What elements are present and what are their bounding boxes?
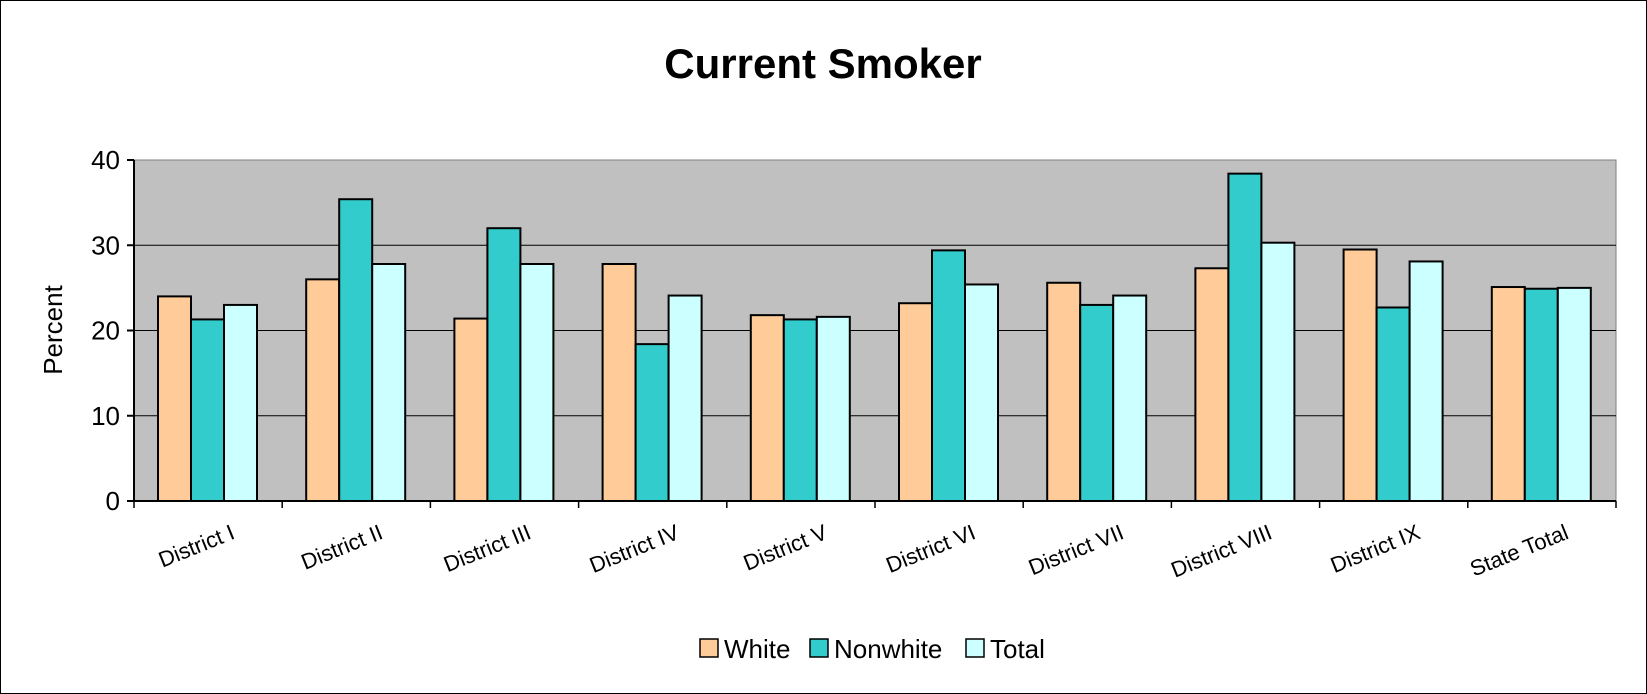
legend: White Nonwhite Total [699,634,1045,664]
y-tick-label-3: 30 [91,230,120,260]
bar-nonwhite-3 [634,343,670,503]
bar-white-9 [1490,286,1526,502]
y-tick-labels: 0 10 20 30 40 [91,145,120,516]
bar-white-8 [1342,248,1378,502]
legend-swatch-white [699,638,719,658]
x-tick-label-0: District I [155,519,238,572]
x-tick-label-8: District IX [1327,519,1424,578]
y-tick-label-0: 0 [106,486,120,516]
legend-swatch-nonwhite [809,638,829,658]
bar-nonwhite-9 [1523,287,1559,503]
bar-total-5 [964,283,999,502]
x-tick-label-5: District VI [882,519,979,577]
x-tick-label-3: District IV [586,519,683,578]
legend-label-total: Total [990,634,1045,664]
bars [157,172,1592,503]
x-tick-label-4: District V [740,519,831,575]
bar-white-5 [898,302,933,502]
bar-total-4 [815,315,851,502]
bar-white-7 [1194,267,1230,502]
y-axis-label: Percent [38,284,68,374]
bar-total-6 [1112,294,1148,502]
x-tick-label-7: District VIII [1167,519,1275,582]
bar-total-0 [223,303,258,502]
bar-nonwhite-1 [338,198,374,502]
bar-white-1 [305,278,341,502]
x-tick-label-6: District VII [1025,519,1127,580]
bar-total-8 [1408,260,1444,503]
bar-nonwhite-6 [1079,303,1115,502]
legend-label-white: White [724,634,790,664]
x-tick-label-9: State Total [1466,519,1571,581]
bar-nonwhite-0 [190,318,225,503]
y-tick-label-4: 40 [91,145,120,175]
x-tick-label-1: District II [297,519,386,574]
bar-nonwhite-5 [931,249,966,502]
bar-white-3 [601,263,637,502]
bar-white-4 [749,314,785,502]
bar-nonwhite-4 [782,318,818,503]
bar-white-6 [1046,281,1082,503]
x-tick-labels: District I District II District III Distric… [155,519,1572,582]
chart-title: Current Smoker [664,40,981,87]
bar-nonwhite-2 [486,227,522,502]
axes [127,159,1617,508]
legend-swatch-total [965,638,985,658]
bar-white-2 [453,317,489,502]
y-tick-label-1: 10 [91,401,120,431]
x-tick-label-2: District III [440,519,534,577]
legend-label-nonwhite: Nonwhite [834,634,942,664]
bar-nonwhite-7 [1227,172,1263,502]
bar-nonwhite-8 [1375,306,1411,503]
bar-white-0 [157,295,192,502]
bar-total-7 [1260,241,1296,502]
y-tick-label-2: 20 [91,316,120,346]
bar-total-1 [371,263,407,502]
bar-total-2 [519,263,555,502]
bar-total-3 [667,294,703,502]
bar-total-9 [1556,286,1592,502]
